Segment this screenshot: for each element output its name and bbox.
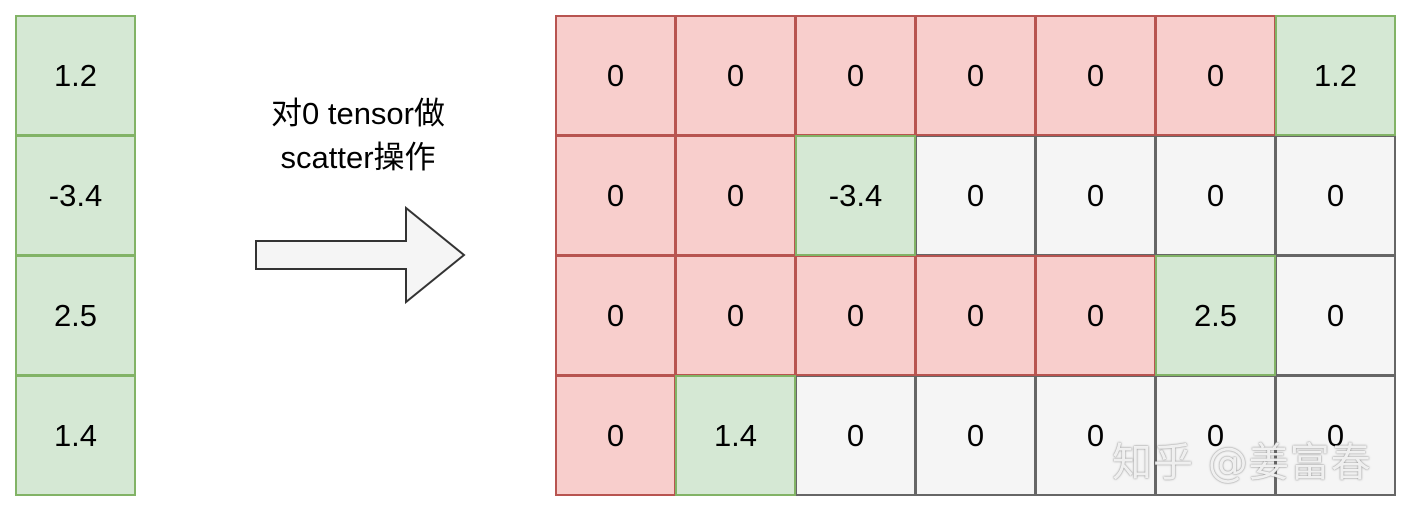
matrix-cell: 0 [555, 255, 676, 376]
source-cell: -3.4 [15, 135, 136, 256]
matrix-cell: 0 [915, 15, 1036, 136]
source-cell: 1.2 [15, 15, 136, 136]
matrix-cell: 0 [1155, 375, 1276, 496]
matrix-cell: 0 [795, 255, 916, 376]
matrix-cell: -3.4 [795, 135, 916, 256]
matrix-cell: 0 [1275, 135, 1396, 256]
matrix-cell: 0 [1275, 375, 1396, 496]
matrix-cell: 0 [555, 375, 676, 496]
watermark: 知乎 @姜富春 [1112, 440, 1372, 486]
matrix-cell: 1.2 [1275, 15, 1396, 136]
matrix-cell: 0 [675, 15, 796, 136]
matrix-cell: 0 [915, 135, 1036, 256]
matrix-cell: 1.4 [675, 375, 796, 496]
right-arrow-shape [255, 205, 466, 305]
operation-label-line-2: scatter操作 [280, 140, 436, 175]
matrix-cell: 0 [1155, 135, 1276, 256]
source-cell: 1.4 [15, 375, 136, 496]
matrix-cell: 0 [1035, 15, 1156, 136]
matrix-cell: 0 [795, 375, 916, 496]
matrix-cell: 0 [1035, 135, 1156, 256]
matrix-cell: 0 [915, 255, 1036, 376]
operation-label: 对0 tensor做 scatter操作 [218, 92, 498, 180]
matrix-cell: 0 [555, 135, 676, 256]
matrix-cell: 0 [1155, 15, 1276, 136]
matrix-cell: 0 [675, 255, 796, 376]
operation-label-line-1: 对0 tensor做 [270, 96, 445, 131]
right-arrow-icon [255, 205, 466, 305]
matrix-cell: 0 [1275, 255, 1396, 376]
matrix-cell: 0 [915, 375, 1036, 496]
matrix-cell: 0 [1035, 255, 1156, 376]
matrix-cell: 2.5 [1155, 255, 1276, 376]
matrix-cell: 0 [1035, 375, 1156, 496]
source-cell: 2.5 [15, 255, 136, 376]
matrix-cell: 0 [675, 135, 796, 256]
matrix-cell: 0 [795, 15, 916, 136]
matrix-cell: 0 [555, 15, 676, 136]
